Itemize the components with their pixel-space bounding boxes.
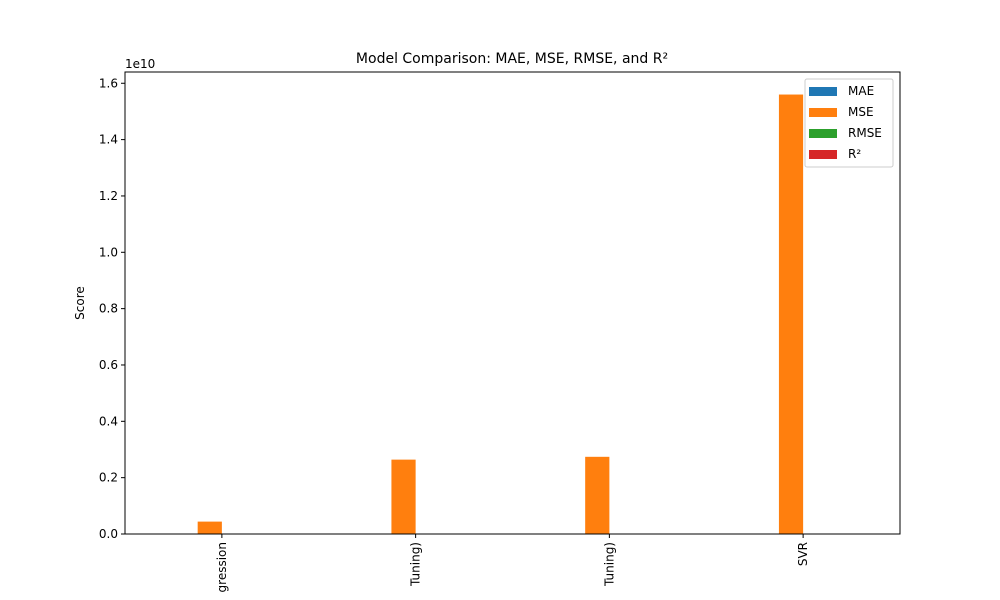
y-tick-label: 1.4 [99, 133, 118, 147]
bar-mse-2 [585, 456, 610, 534]
bar-mse-3 [778, 94, 804, 534]
y-tick-label: 1.2 [99, 189, 118, 203]
y-tick-label: 1.0 [99, 245, 118, 259]
bar-mse-1 [391, 459, 416, 534]
legend-label: RMSE [848, 126, 882, 140]
legend: MAE MSE RMSE R² [804, 78, 894, 168]
bars [197, 94, 804, 534]
x-tick-label: Tuning) [602, 542, 616, 587]
x-tick-label: SVR [796, 542, 810, 566]
y-tick-label: 0.0 [99, 527, 118, 541]
x-axis-ticks: gression Tuning) Tuning) SVR [215, 534, 810, 592]
bar-mse-0 [197, 521, 222, 534]
y-tick-label: 0.2 [99, 471, 118, 485]
x-tick-label: gression [215, 542, 229, 592]
legend-label: MAE [848, 84, 874, 98]
legend-label: R² [848, 147, 861, 161]
y-tick-label: 0.6 [99, 358, 118, 372]
legend-swatch [809, 150, 837, 159]
y-tick-label: 1.6 [99, 76, 118, 90]
y-axis-offset-label: 1e10 [125, 57, 155, 71]
legend-frame [804, 78, 894, 168]
legend-label: MSE [848, 105, 874, 119]
legend-swatch [809, 108, 837, 117]
chart-title: Model Comparison: MAE, MSE, RMSE, and R² [356, 51, 668, 67]
y-axis-ticks: 0.0 0.2 0.4 0.6 0.8 1.0 1.2 1.4 1.6 [99, 76, 125, 541]
y-tick-label: 0.8 [99, 302, 118, 316]
x-tick-label: Tuning) [409, 542, 423, 587]
legend-swatch [809, 129, 837, 138]
y-axis-label: Score [73, 286, 87, 320]
y-tick-label: 0.4 [99, 414, 118, 428]
legend-swatch [809, 87, 837, 96]
plot-frame [124, 71, 901, 535]
